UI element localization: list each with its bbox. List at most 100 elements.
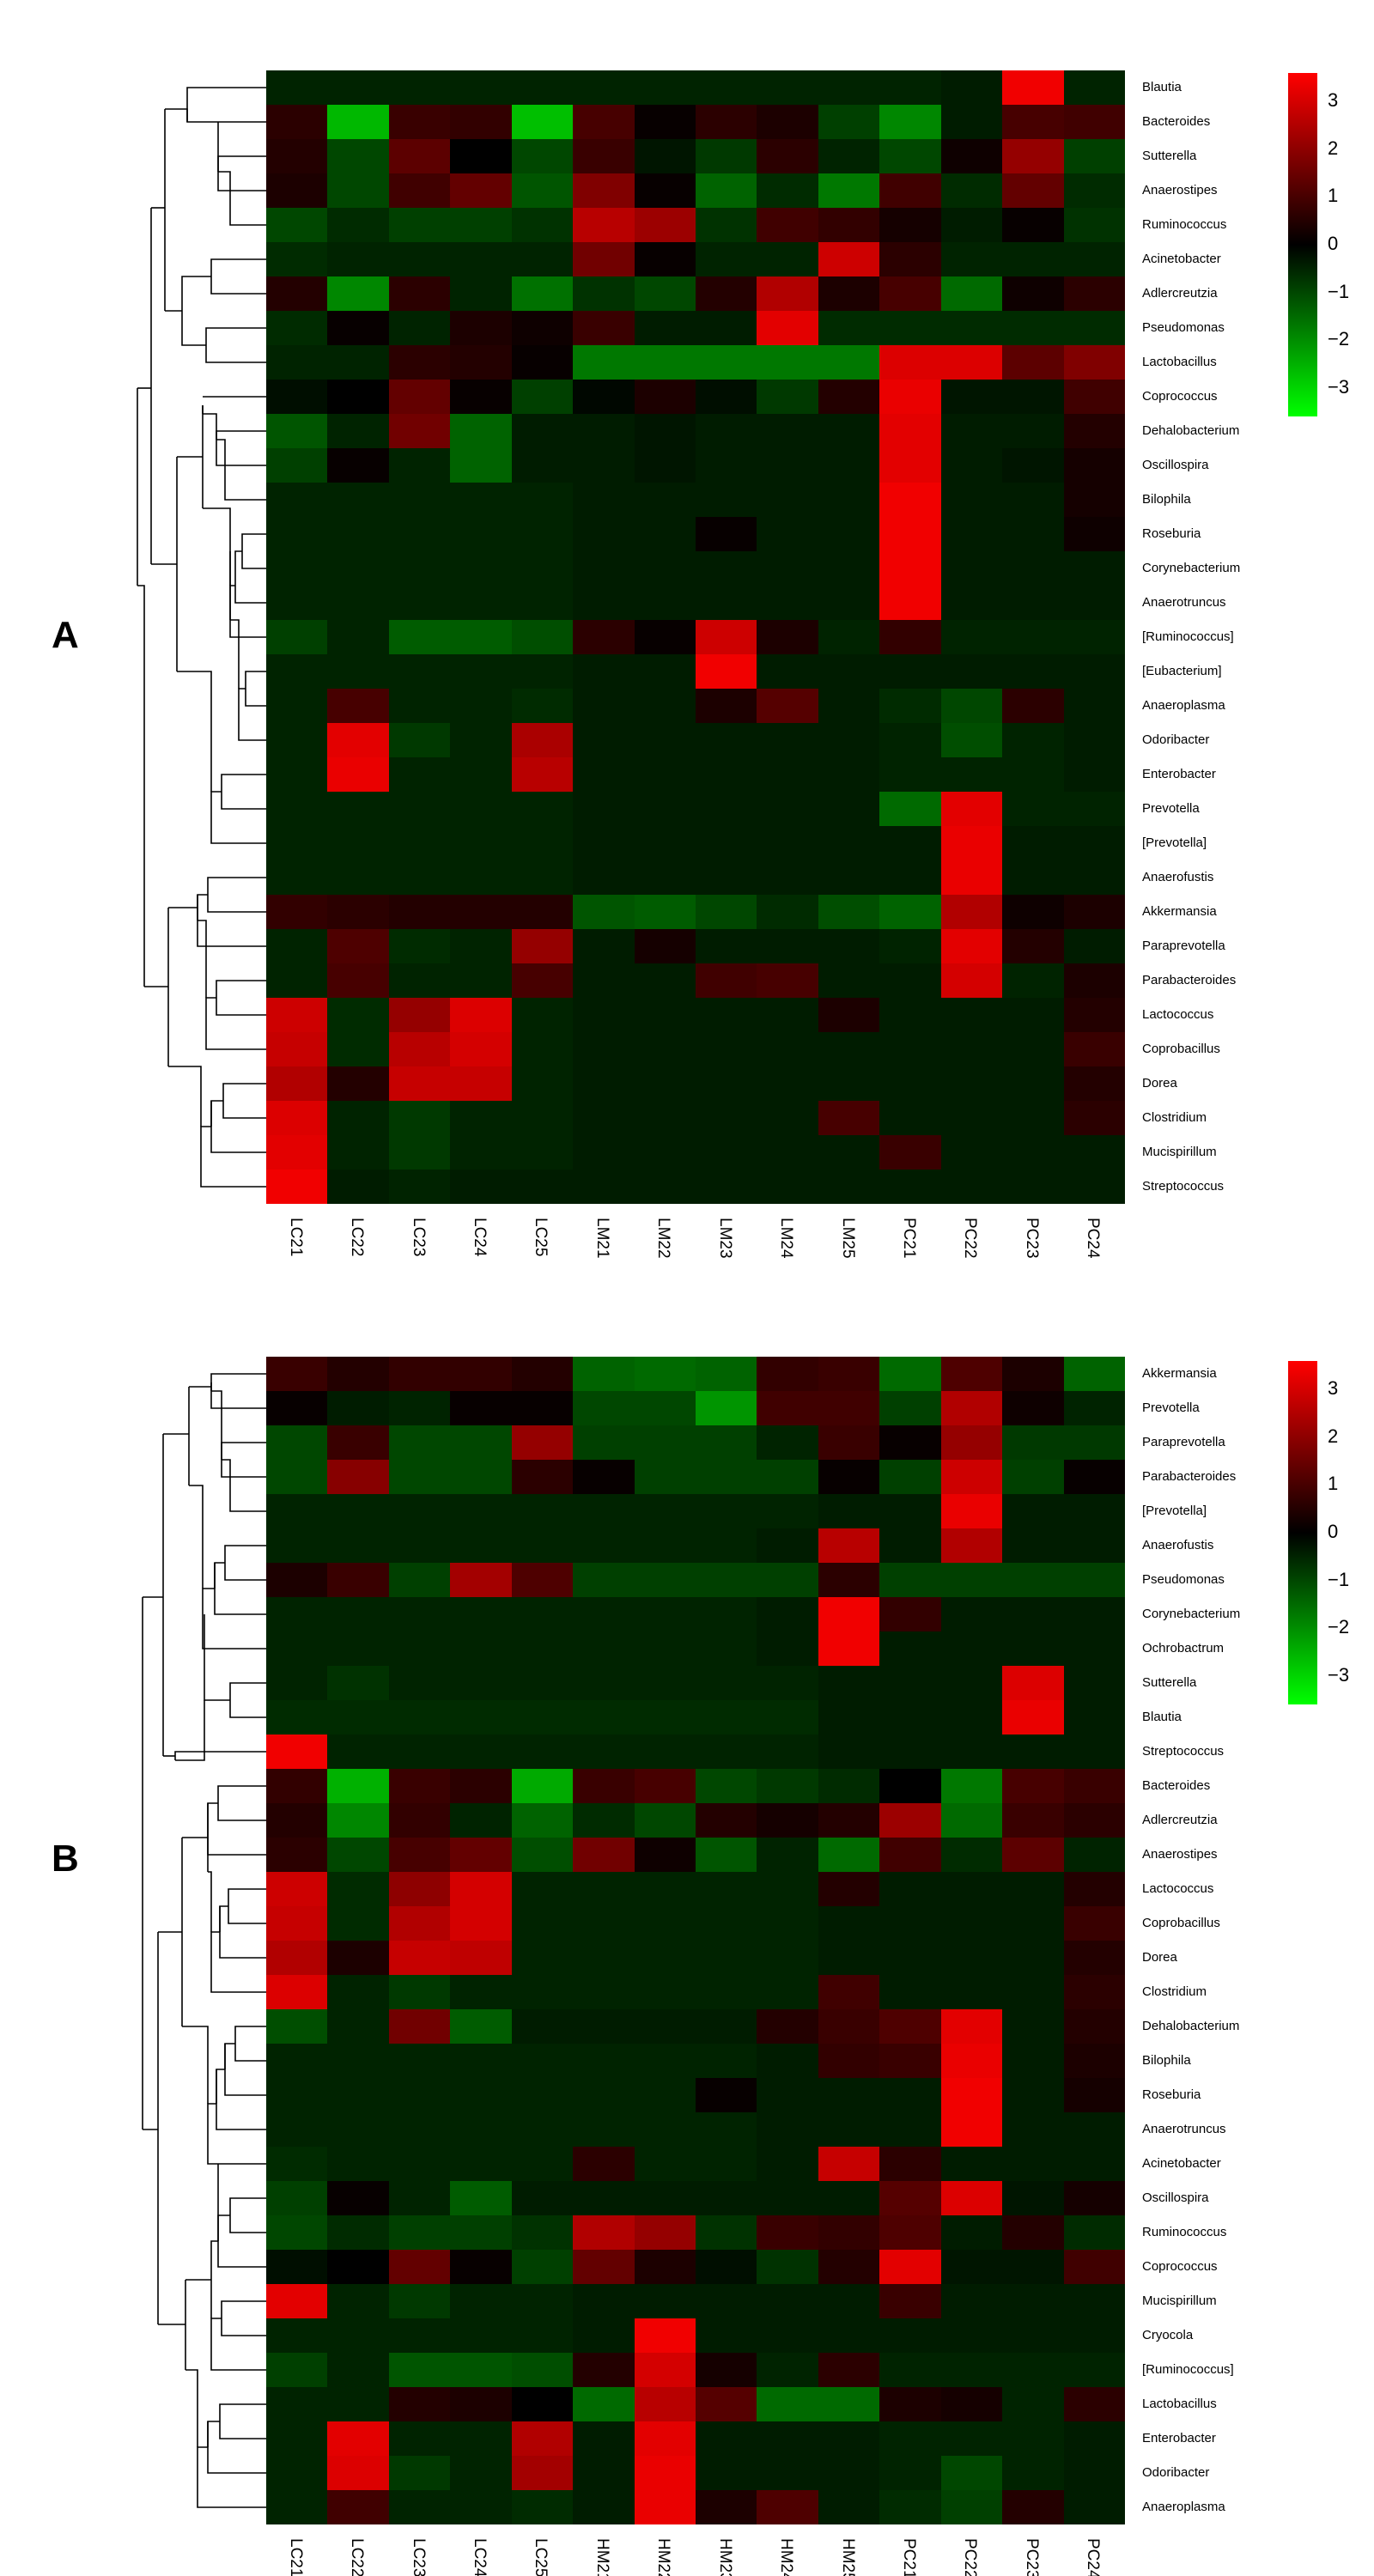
heatmap-cell [696,620,757,654]
heatmap-cell [818,1597,880,1631]
heatmap-cell [879,2387,941,2421]
row-label: Corynebacterium [1142,561,1241,575]
heatmap-cell [266,1803,328,1838]
heatmap-cell [450,70,512,105]
row-label: Bacteroides [1142,1778,1211,1793]
heatmap-cell [511,2284,574,2318]
heatmap-cell [696,654,757,689]
heatmap-cell [1002,2421,1064,2456]
heatmap-cell [634,1803,696,1838]
heatmap-cell [757,2112,818,2147]
heatmap-cell [879,483,941,517]
row-label: Prevotella [1142,1400,1200,1415]
heatmap-cell [573,1597,635,1631]
heatmap-cell [879,2456,941,2490]
heatmap-cell [818,2456,880,2490]
heatmap-cell [266,551,328,586]
heatmap-cell [511,792,574,826]
heatmap-cell [1063,414,1125,448]
heatmap-cell [818,414,880,448]
heatmap-cell [879,586,941,620]
heatmap-cell [940,757,1003,792]
heatmap-cell [818,792,880,826]
heatmap-cell [511,1803,574,1838]
colorbar-tick: 1 [1328,1473,1339,1495]
heatmap-cell [1002,139,1064,173]
heatmap-cell [573,414,635,448]
row-label: Mucispirillum [1142,2293,1217,2308]
heatmap-cell [757,1460,818,1494]
heatmap-cell [266,345,328,380]
heatmap-cell [879,1101,941,1135]
heatmap-cell [757,1391,818,1425]
column-label: PC24 [1084,2538,1103,2576]
heatmap-cell [818,998,880,1032]
heatmap-cell [266,757,328,792]
heatmap-cell [266,2250,328,2284]
heatmap-cell [818,70,880,105]
heatmap-cell [573,1460,635,1494]
heatmap-cell [266,70,328,105]
heatmap-cell [940,2112,1003,2147]
heatmap-cell [634,311,696,345]
heatmap-cell [818,448,880,483]
heatmap-cell [757,586,818,620]
heatmap-cell [696,1135,757,1170]
heatmap-cell [696,2250,757,2284]
heatmap-cell [1002,2112,1064,2147]
heatmap-cell [757,551,818,586]
heatmap-cell [1063,757,1125,792]
heatmap-cell [388,1357,451,1391]
heatmap-cell [1063,1528,1125,1563]
heatmap-cell [327,2353,389,2387]
heatmap-cell [327,1941,389,1975]
heatmap-cell [1002,620,1064,654]
heatmap-cell [388,1460,451,1494]
heatmap-cell [573,173,635,208]
heatmap-cell [327,2181,389,2215]
heatmap-cell [879,1494,941,1528]
heatmap-cell [388,1066,451,1101]
heatmap-cell [879,998,941,1032]
panel-a: A [52,70,1349,1259]
heatmap-cell [573,1101,635,1135]
heatmap-cell [266,1838,328,1872]
heatmap-cell [327,2078,389,2112]
row-label: Lactococcus [1142,1007,1214,1022]
row-label: Sutterella [1142,149,1197,163]
row-label: Dehalobacterium [1142,2019,1240,2033]
heatmap-cell [450,1135,512,1170]
heatmap-cell [1063,448,1125,483]
heatmap-cell [327,654,389,689]
heatmap-cell [818,2044,880,2078]
heatmap-cell [573,1941,635,1975]
heatmap-cell [450,311,512,345]
heatmap-cell [696,2181,757,2215]
heatmap-cell [573,2318,635,2353]
heatmap-cell [573,1066,635,1101]
heatmap-cell [696,2353,757,2387]
heatmap-cell [940,1494,1003,1528]
heatmap-cell [266,620,328,654]
heatmap-cell [388,757,451,792]
heatmap-cell [450,1425,512,1460]
heatmap-cell [634,173,696,208]
heatmap-cell [879,1631,941,1666]
heatmap-cell [879,1528,941,1563]
heatmap-cell [266,2318,328,2353]
heatmap-cell [388,139,451,173]
row-label: Bacteroides [1142,114,1211,129]
heatmap-cell [388,998,451,1032]
heatmap-cell [266,723,328,757]
heatmap-cell [450,276,512,311]
heatmap-cell [1063,2456,1125,2490]
heatmap-cell [818,2318,880,2353]
heatmap-cell [573,1391,635,1425]
heatmap-cell [1002,1425,1064,1460]
row-label: Mucispirillum [1142,1145,1217,1159]
heatmap-cell [696,2456,757,2490]
heatmap-cell [511,586,574,620]
row-label: Ruminococcus [1142,2225,1227,2239]
heatmap-cell [879,1460,941,1494]
heatmap-cell [634,826,696,860]
